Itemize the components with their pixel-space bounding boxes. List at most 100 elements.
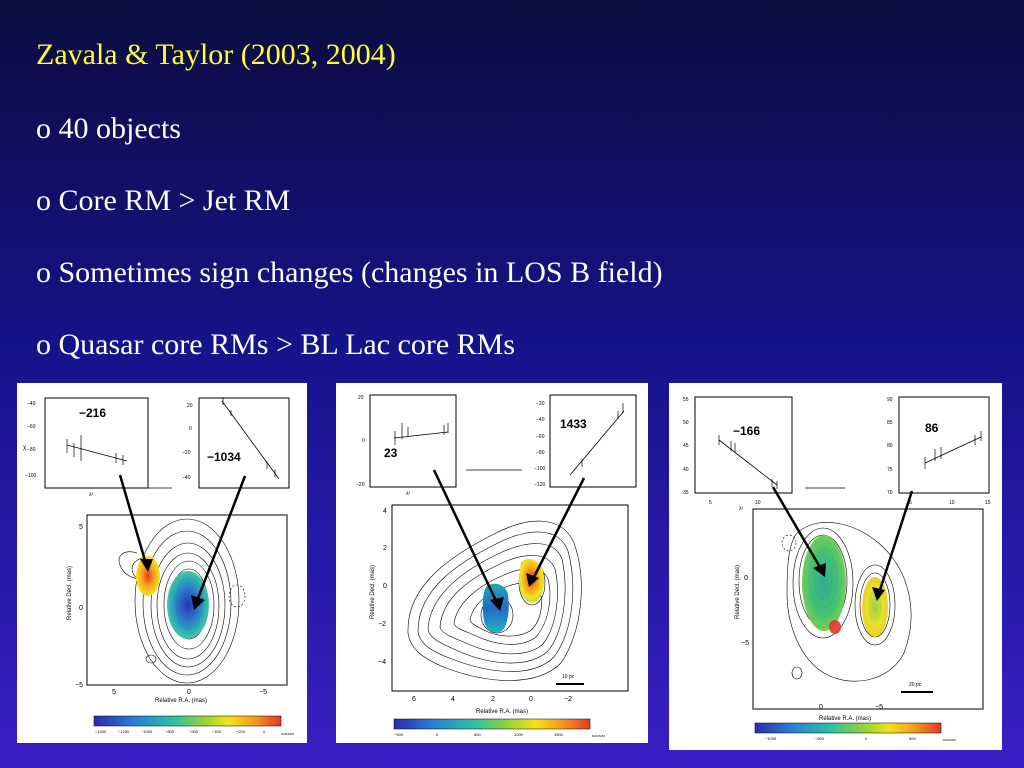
y-tick: 2	[383, 545, 387, 552]
y-tick: −60	[536, 434, 545, 440]
colorbar-tick: 1500	[554, 732, 564, 737]
x-tick: 5	[112, 689, 116, 696]
scale-bar-label: 10 pc	[562, 674, 575, 680]
y-tick: −120	[534, 482, 545, 488]
bullet-item: o Core RM > Jet RM	[36, 184, 291, 217]
colorbar-tick: 1000	[514, 732, 524, 737]
x-tick: 0	[819, 704, 823, 711]
bullet-item: o 40 objects	[36, 112, 181, 145]
y-tick: 0	[383, 583, 387, 590]
y-tick: −80	[27, 447, 36, 453]
y-tick: 75	[887, 467, 893, 473]
map-x-label: Relative R.A. (mas)	[476, 709, 528, 715]
left-inset-plot: 55 50 45 40 35 −166 λ² 5 10	[683, 396, 793, 512]
colorbar-tick: 500	[474, 732, 481, 737]
colorbar: −500 0 500 1000 1500 RAD/M/M	[393, 718, 606, 738]
rm-value-right: 1433	[560, 417, 587, 431]
inset-y-label: χ	[23, 445, 27, 451]
rm-map: Relative Decl. (mas) Relative R.A. (mas)…	[67, 474, 288, 704]
x-tick: 15	[985, 500, 991, 506]
rm-figure-2-svg: 20 0 −20 23 λ² −20 −40 −60 −80 −100 −120…	[356, 394, 637, 738]
y-tick: −40	[27, 401, 36, 407]
y-tick: −4	[378, 659, 386, 666]
y-tick: 40	[683, 467, 689, 473]
y-tick: 70	[887, 490, 893, 496]
y-tick: −20	[536, 401, 545, 407]
x-tick: 4	[451, 696, 455, 703]
y-tick: 0	[189, 426, 192, 432]
colorbar-tick: −600	[189, 729, 199, 734]
bullet-list: o 40 objects o Core RM > Jet RM o Someti…	[36, 110, 663, 398]
x-tick: 10	[755, 500, 761, 506]
left-inset-plot: 20 0 −20 23 λ²	[356, 394, 457, 497]
colorbar-tick: −800	[165, 729, 175, 734]
rm-map: Relative Decl. (mas) Relative R.A. (mas)…	[370, 469, 629, 715]
colorbar-unit: RAD/M/M	[943, 738, 957, 742]
y-tick: 20	[358, 395, 364, 401]
rm-value-right: −1034	[207, 450, 241, 464]
y-tick: −80	[536, 450, 545, 456]
y-tick: 0	[79, 605, 83, 612]
colorbar-unit: RAD/M/M	[281, 732, 295, 736]
map-y-label: Relative Decl. (mas)	[67, 566, 73, 620]
colorbar-tick: −500	[815, 736, 825, 741]
map-y-label: Relative Decl. (mas)	[370, 565, 376, 619]
y-tick: 45	[683, 443, 689, 449]
y-tick: −5	[75, 682, 83, 689]
rm-map: Relative Decl. (mas) Relative R.A. (mas)…	[735, 486, 984, 722]
colorbar-tick: 500	[909, 736, 916, 741]
rm-value-left: −216	[79, 406, 106, 420]
x-tick: 0	[187, 689, 191, 696]
scale-bar-label: 20 pc	[909, 682, 922, 688]
x-tick: 5	[709, 500, 712, 506]
y-tick: 0	[744, 575, 748, 582]
colorbar-tick: −500	[394, 732, 404, 737]
colorbar-tick: −1400	[95, 729, 107, 734]
y-tick: 80	[887, 443, 893, 449]
y-tick: −100	[534, 466, 545, 472]
x-tick: −5	[875, 704, 883, 711]
map-x-label: Relative R.A. (mas)	[819, 716, 871, 722]
y-tick: −20	[182, 450, 191, 456]
right-inset-plot: −20 −40 −60 −80 −100 −120 1433	[534, 394, 637, 488]
inset-x-label: λ²	[406, 491, 411, 497]
inset-x-label: λ²	[739, 506, 744, 512]
colorbar-tick: −1000	[141, 729, 153, 734]
colorbar: −1000 −500 0 500 RAD/M/M	[754, 722, 957, 742]
y-tick: −40	[182, 475, 191, 481]
x-tick: 5	[909, 500, 912, 506]
x-tick: −5	[259, 689, 267, 696]
rm-figure-1-svg: χ −40 −60 −80 −100 −216 λ² 20 0 −20 −40 …	[23, 397, 295, 736]
y-tick: 85	[887, 420, 893, 426]
x-tick: 2	[491, 696, 495, 703]
inset-x-label: λ²	[89, 492, 94, 498]
bullet-item: o Quasar core RMs > BL Lac core RMs	[36, 328, 516, 361]
rm-value-left: −166	[733, 424, 760, 438]
colorbar-tick: −1200	[118, 729, 130, 734]
colorbar-tick: −200	[236, 729, 246, 734]
x-tick: 0	[529, 696, 533, 703]
right-inset-plot: 20 0 −20 −40 −1034	[182, 397, 290, 489]
colorbar-unit: RAD/M/M	[592, 734, 606, 738]
rm-figure-panel-3: 55 50 45 40 35 −166 λ² 5 10 90 85 80 75 …	[669, 383, 1002, 750]
y-tick: −40	[536, 417, 545, 423]
colorbar-tick: −1000	[765, 736, 777, 741]
x-tick: −2	[564, 696, 572, 703]
rm-value-left: 23	[384, 446, 398, 460]
bullet-item: o Sometimes sign changes (changes in LOS…	[36, 256, 663, 289]
rm-figure-panel-2: 20 0 −20 23 λ² −20 −40 −60 −80 −100 −120…	[336, 383, 648, 743]
colorbar-tick: 0	[436, 732, 439, 737]
rm-figure-panel-1: χ −40 −60 −80 −100 −216 λ² 20 0 −20 −40 …	[17, 383, 307, 743]
y-tick: −20	[356, 482, 365, 488]
slide-title: Zavala & Taylor (2003, 2004)	[36, 38, 396, 71]
right-inset-plot: 90 85 80 75 70 86 5 10 15	[887, 396, 991, 506]
y-tick: 55	[683, 397, 689, 403]
x-tick: 10	[949, 500, 955, 506]
y-tick: 4	[383, 508, 387, 515]
colorbar: −1400 −1200 −1000 −800 −600 −400 −200 0 …	[93, 715, 295, 736]
y-tick: −2	[378, 621, 386, 628]
map-x-label: Relative R.A. (mas)	[155, 698, 207, 704]
x-tick: 6	[412, 696, 416, 703]
y-tick: −5	[741, 640, 749, 647]
y-tick: 35	[683, 490, 689, 496]
